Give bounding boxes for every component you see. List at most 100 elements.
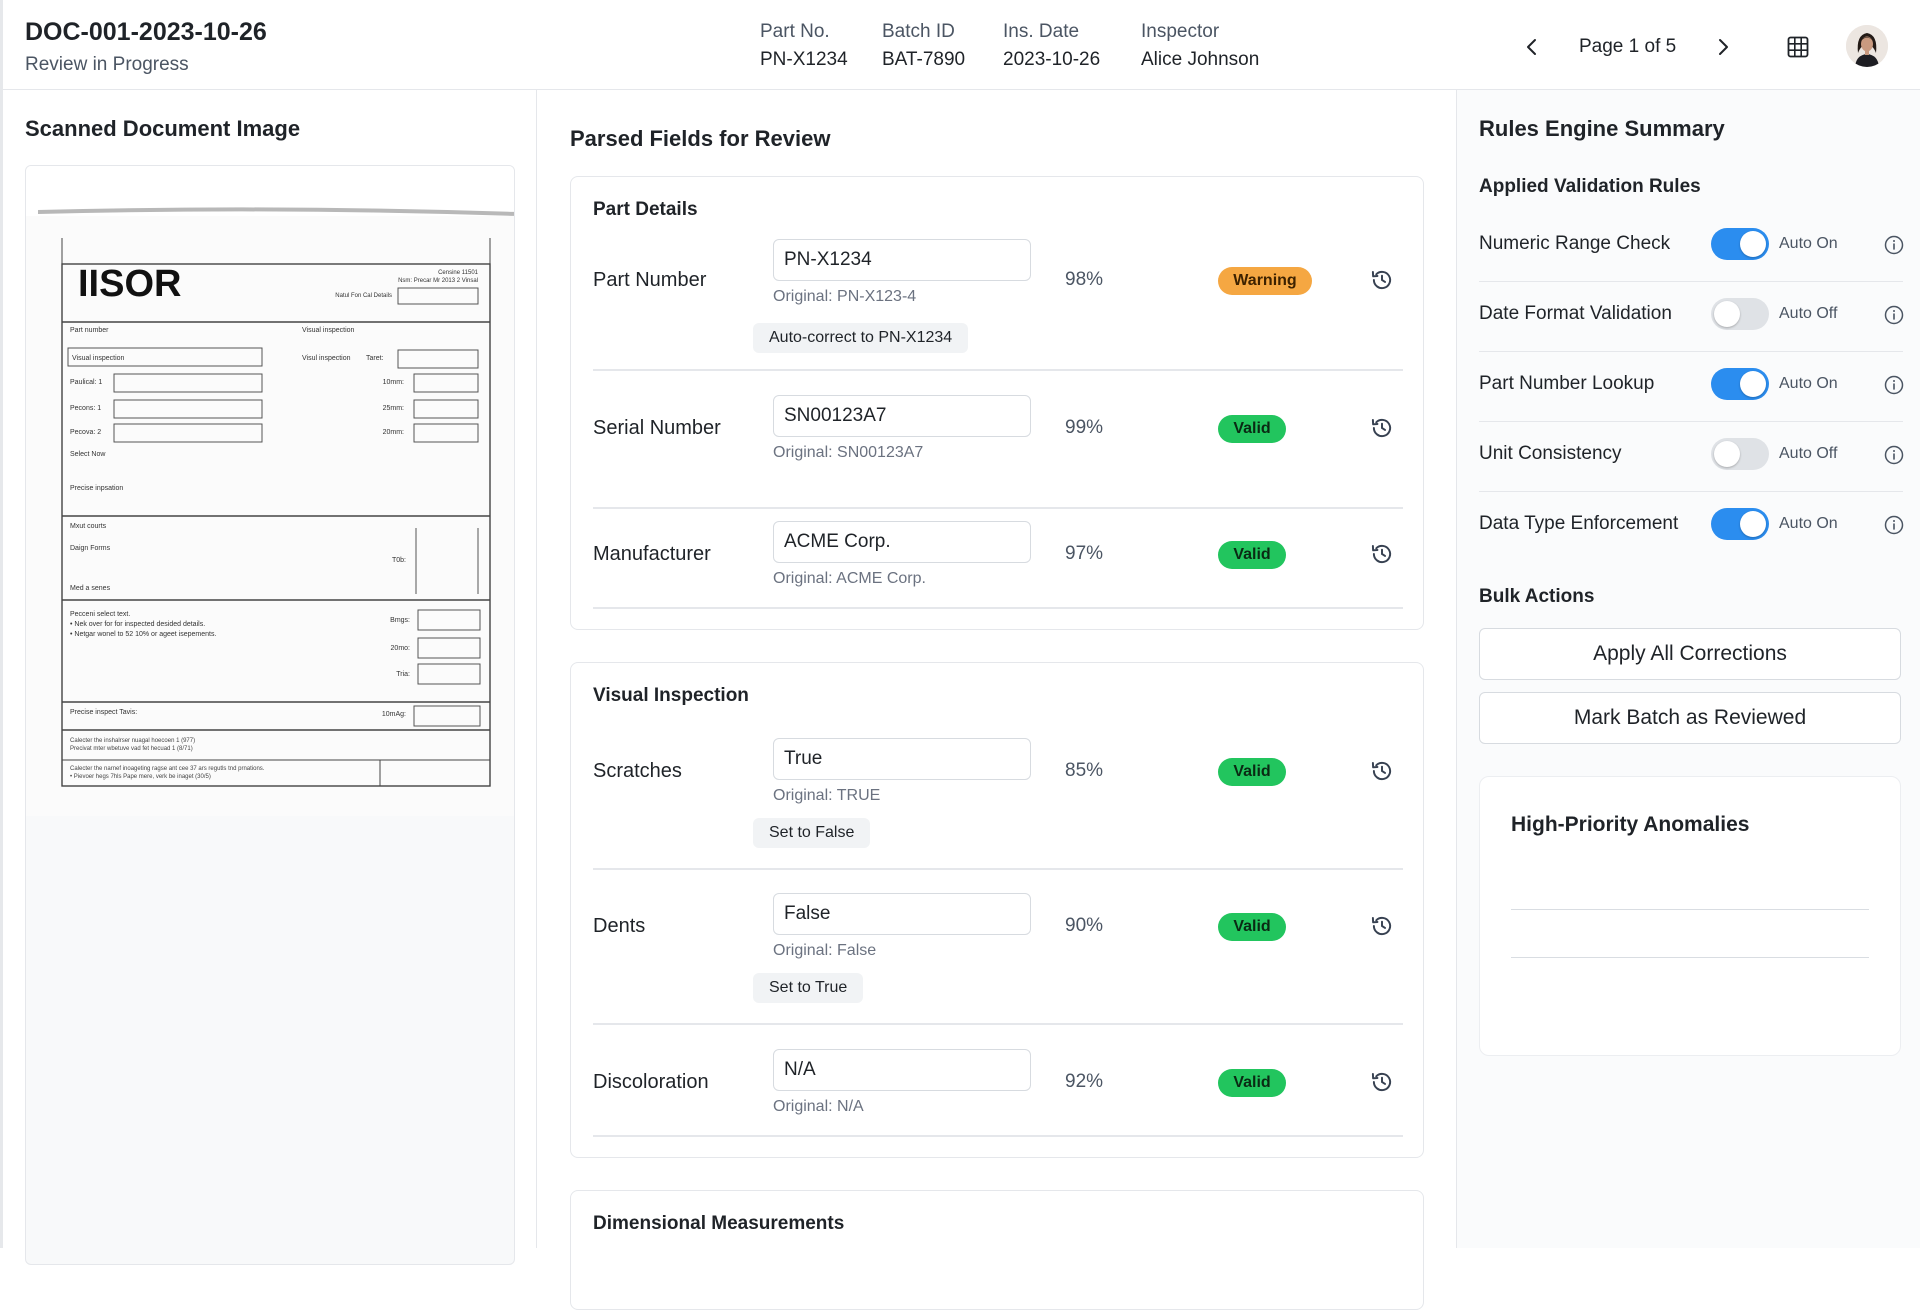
original-value: Original: TRUE	[773, 787, 881, 804]
scan-panel-title: Scanned Document Image	[25, 116, 301, 141]
meta-value: Alice Johnson	[1141, 49, 1260, 70]
mark-batch-reviewed-button[interactable]: Mark Batch as Reviewed	[1479, 692, 1901, 744]
svg-text:• Netgar wonel to 52 10% or ag: • Netgar wonel to 52 10% or ageet isepem…	[70, 631, 216, 638]
rule-name: Data Type Enforcement	[1479, 513, 1679, 534]
history-icon[interactable]	[1369, 1069, 1395, 1095]
toggle-knob	[1714, 441, 1740, 467]
rule-toggle[interactable]	[1711, 298, 1769, 330]
status-badge-valid: Valid	[1218, 913, 1286, 941]
dents-input[interactable]	[773, 893, 1031, 935]
toggle-knob	[1740, 511, 1766, 537]
rules-panel-title: Rules Engine Summary	[1479, 116, 1725, 141]
card-visual-inspection: Visual Inspection Scratches Original: TR…	[570, 662, 1424, 1158]
history-icon[interactable]	[1369, 758, 1395, 784]
svg-text:Mxut courts: Mxut courts	[70, 523, 107, 530]
apply-all-corrections-button[interactable]: Apply All Corrections	[1479, 628, 1901, 680]
confidence-score: 99%	[1065, 417, 1104, 438]
chevron-left-icon[interactable]	[1515, 30, 1549, 64]
rule-toggle[interactable]	[1711, 368, 1769, 400]
rule-toggle[interactable]	[1711, 438, 1769, 470]
bulk-actions-heading: Bulk Actions	[1479, 586, 1595, 607]
history-icon[interactable]	[1369, 267, 1395, 293]
anomalies-title: High-Priority Anomalies	[1511, 813, 1750, 836]
svg-text:Pecova: 2: Pecova: 2	[70, 429, 101, 436]
rule-toggle[interactable]	[1711, 228, 1769, 260]
high-priority-anomalies-card: High-Priority Anomalies	[1479, 776, 1901, 1056]
history-icon[interactable]	[1369, 541, 1395, 567]
confidence-score: 90%	[1065, 915, 1104, 936]
svg-text:Nsm: Precar Mr 2013 2 Vinsal: Nsm: Precar Mr 2013 2 Vinsal	[398, 278, 478, 284]
scanned-document-image[interactable]: IISOR Censine 11501 Nsm: Precar Mr 2013 …	[25, 165, 515, 1265]
info-icon[interactable]	[1883, 444, 1905, 466]
rule-toggle[interactable]	[1711, 508, 1769, 540]
svg-text:Med a senes: Med a senes	[70, 585, 111, 592]
toggle-knob	[1740, 371, 1766, 397]
serial-number-input[interactable]	[773, 395, 1031, 437]
original-value: Original: False	[773, 942, 877, 959]
field-label: Manufacturer	[593, 543, 711, 565]
rules-panel: Rules Engine Summary Applied Validation …	[1456, 90, 1920, 1248]
svg-text:Bmgs:: Bmgs:	[390, 617, 410, 624]
rule-part-number-lookup: Part Number Lookup Auto On	[1479, 352, 1905, 422]
field-label: Part Number	[593, 269, 707, 291]
confidence-score: 85%	[1065, 760, 1104, 781]
meta-key: Batch ID	[882, 21, 955, 42]
grid-icon[interactable]	[1781, 30, 1815, 64]
field-label: Dents	[593, 915, 646, 937]
meta-inspector: Inspector Alice Johnson	[1141, 21, 1259, 71]
svg-text:• Nek over for for inspected d: • Nek over for for inspected desided det…	[70, 621, 205, 628]
auto-correct-button[interactable]: Auto-correct to PN-X1234	[753, 323, 969, 353]
user-avatar[interactable]	[1846, 25, 1888, 67]
field-label: Serial Number	[593, 417, 721, 439]
rule-state: Auto On	[1779, 375, 1838, 392]
scratches-input[interactable]	[773, 738, 1031, 780]
original-value: Original: PN-X123-4	[773, 288, 917, 305]
svg-text:Natul Fon Cal Details: Natul Fon Cal Details	[335, 293, 392, 299]
part-number-input[interactable]	[773, 239, 1031, 281]
info-icon[interactable]	[1883, 374, 1905, 396]
status-badge-valid: Valid	[1218, 1069, 1286, 1097]
rule-name: Part Number Lookup	[1479, 373, 1655, 394]
rule-date-format-validation: Date Format Validation Auto Off	[1479, 282, 1905, 352]
field-row-manufacturer: Manufacturer Original: ACME Corp. 97% Va…	[593, 521, 1403, 609]
document-status: Review in Progress	[25, 54, 189, 75]
svg-text:Pecons: 1: Pecons: 1	[70, 405, 101, 412]
rule-name: Unit Consistency	[1479, 443, 1622, 464]
history-icon[interactable]	[1369, 913, 1395, 939]
rule-name: Date Format Validation	[1479, 303, 1672, 324]
svg-text:10mm:: 10mm:	[383, 379, 404, 386]
svg-text:Precise inspect Tavis:: Precise inspect Tavis:	[70, 709, 137, 716]
info-icon[interactable]	[1883, 234, 1905, 256]
info-icon[interactable]	[1883, 514, 1905, 536]
pager: Page 1 of 5	[1515, 30, 1740, 64]
rules-heading: Applied Validation Rules	[1479, 176, 1701, 197]
svg-text:Part number: Part number	[70, 327, 109, 334]
status-badge-valid: Valid	[1218, 541, 1286, 569]
svg-text:Tria:: Tria:	[396, 671, 410, 678]
svg-text:Daign Forms: Daign Forms	[70, 545, 111, 552]
meta-part-no: Part No. PN-X1234	[760, 21, 848, 71]
svg-text:Taret:: Taret:	[366, 355, 384, 362]
section-title: Visual Inspection	[593, 685, 749, 706]
meta-key: Inspector	[1141, 21, 1220, 42]
confidence-score: 92%	[1065, 1071, 1104, 1092]
svg-text:T0b:: T0b:	[392, 557, 406, 564]
field-row-discoloration: Discoloration Original: N/A 92% Valid	[593, 1049, 1403, 1137]
meta-value: 2023-10-26	[1003, 49, 1101, 70]
manufacturer-input[interactable]	[773, 521, 1031, 563]
info-icon[interactable]	[1883, 304, 1905, 326]
set-to-true-button[interactable]: Set to True	[753, 973, 864, 1003]
meta-value: PN-X1234	[760, 49, 848, 70]
chevron-right-icon[interactable]	[1706, 30, 1740, 64]
original-value: Original: ACME Corp.	[773, 570, 926, 587]
original-value: Original: N/A	[773, 1098, 864, 1115]
history-icon[interactable]	[1369, 415, 1395, 441]
svg-text:Select Now: Select Now	[70, 451, 106, 458]
discoloration-input[interactable]	[773, 1049, 1031, 1091]
confidence-score: 98%	[1065, 269, 1104, 290]
header: DOC-001-2023-10-26 Review in Progress Pa…	[3, 0, 1920, 90]
set-to-false-button[interactable]: Set to False	[753, 818, 871, 848]
svg-text:Paulical: 1: Paulical: 1	[70, 379, 102, 386]
page-indicator: Page 1 of 5	[1579, 36, 1677, 57]
svg-text:Visual inspection: Visual inspection	[302, 327, 355, 334]
